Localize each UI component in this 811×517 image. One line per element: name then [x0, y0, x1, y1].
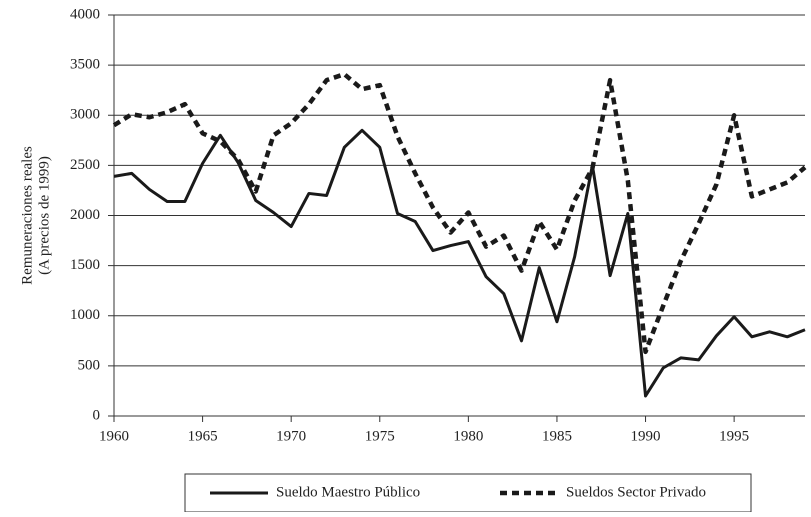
x-tick-label: 1985 [542, 428, 572, 444]
x-tick-label: 1965 [188, 428, 218, 444]
x-tick-label: 1995 [719, 428, 749, 444]
y-tick-label: 1000 [70, 307, 100, 323]
x-tick-label: 1960 [99, 428, 129, 444]
y-tick-label: 3000 [70, 107, 100, 123]
y-tick-label: 1500 [70, 257, 100, 273]
y-axis-label: Remuneraciones reales [19, 146, 35, 285]
x-tick-label: 1990 [631, 428, 661, 444]
legend-label: Sueldo Maestro Público [276, 484, 420, 500]
y-tick-label: 2000 [70, 207, 100, 223]
y-tick-label: 2500 [70, 157, 100, 173]
series-line [112, 71, 807, 355]
x-tick-label: 1970 [276, 428, 306, 444]
legend-label: Sueldos Sector Privado [566, 484, 706, 500]
y-tick-label: 3500 [70, 57, 100, 73]
y-axis-label: (A precios de 1999) [36, 156, 52, 275]
x-tick-label: 1975 [365, 428, 395, 444]
series-line [113, 128, 806, 398]
y-tick-label: 0 [93, 407, 101, 423]
y-tick-label: 4000 [70, 6, 100, 22]
x-tick-label: 1980 [453, 428, 483, 444]
y-tick-label: 500 [78, 357, 101, 373]
